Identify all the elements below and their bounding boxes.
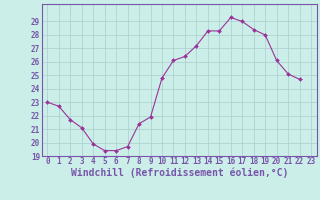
X-axis label: Windchill (Refroidissement éolien,°C): Windchill (Refroidissement éolien,°C) bbox=[70, 168, 288, 178]
